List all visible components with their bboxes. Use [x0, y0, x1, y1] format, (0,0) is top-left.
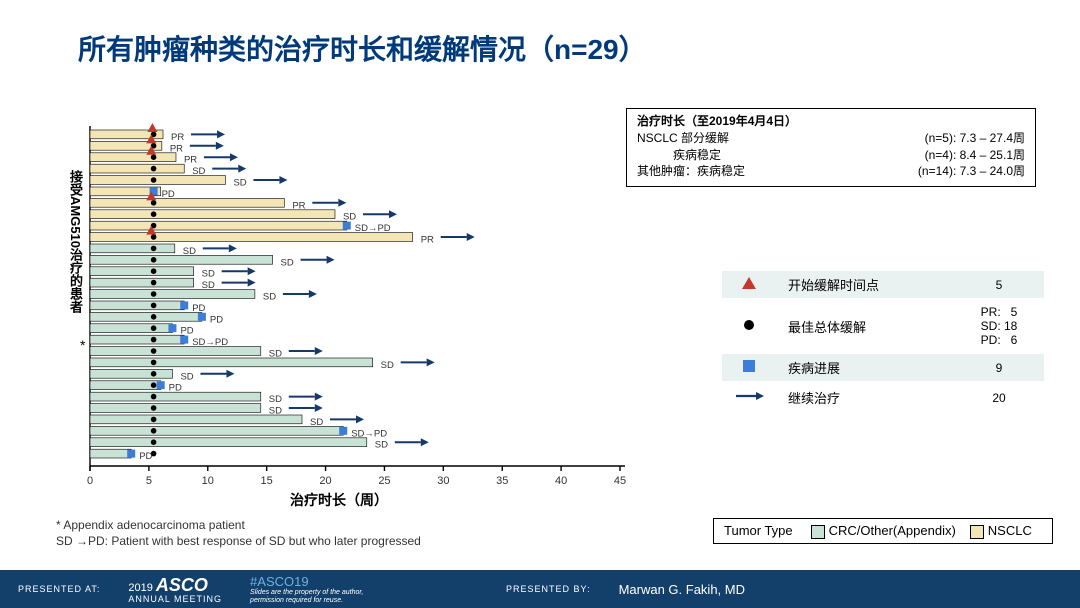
- svg-text:PR: PR: [171, 132, 184, 143]
- legend-icon: [722, 384, 776, 411]
- svg-text:PD: PD: [210, 314, 223, 325]
- tumor-legend-item: CRC/Other(Appendix): [807, 523, 956, 538]
- presented-by-label: PRESENTED BY:: [506, 584, 591, 594]
- footer-org: 2019 ASCO ANNUAL MEETING: [128, 575, 222, 604]
- svg-text:SD: SD: [263, 292, 276, 303]
- svg-text:SD: SD: [269, 394, 282, 405]
- svg-text:PR: PR: [184, 155, 197, 166]
- legend-icon: [722, 354, 776, 381]
- legend-label: 疾病进展: [776, 354, 954, 381]
- svg-text:SD: SD: [375, 440, 388, 451]
- presented-at-label: PRESENTED AT:: [18, 584, 100, 594]
- legend-row: 开始缓解时间点 5: [722, 271, 1044, 298]
- legend-row: 最佳总体缓解 PR: 5 SD: 18 PD: 6: [722, 301, 1044, 351]
- svg-text:SD: SD: [202, 269, 215, 280]
- svg-text:20: 20: [319, 475, 331, 487]
- svg-text:SD: SD: [281, 257, 294, 268]
- footnotes: * Appendix adenocarcinoma patientSD →PD:…: [56, 518, 421, 549]
- tumor-type-legend: Tumor Type CRC/Other(Appendix) NSCLC: [713, 518, 1053, 544]
- legend-label: 继续治疗: [776, 384, 954, 411]
- svg-text:45: 45: [614, 475, 626, 487]
- footnote-line: * Appendix adenocarcinoma patient: [56, 518, 421, 534]
- legend-label: 开始缓解时间点: [776, 271, 954, 298]
- footer-hash-block: #ASCO19 Slides are the property of the a…: [250, 574, 390, 604]
- footnote-line: SD →PD: Patient with best response of SD…: [56, 534, 421, 550]
- legend-row: 继续治疗 20: [722, 384, 1044, 411]
- slide: 所有肿瘤种类的治疗时长和缓解情况（n=29） 0 5 10 15 20 25 30 35 40 4…: [0, 0, 1080, 608]
- legend-icon: [722, 271, 776, 298]
- svg-text:10: 10: [202, 475, 214, 487]
- legend-value: 9: [954, 354, 1044, 381]
- info-row: 疾病稳定(n=4): 8.4 – 25.1周: [637, 147, 1025, 164]
- svg-text:30: 30: [437, 475, 449, 487]
- info-row: NSCLC 部分缓解(n=5): 7.3 – 27.4周: [637, 130, 1025, 147]
- svg-text:PD: PD: [139, 451, 152, 462]
- legend-value: 5: [954, 271, 1044, 298]
- legend-label: 最佳总体缓解: [776, 301, 954, 351]
- svg-text:PR: PR: [421, 235, 434, 246]
- symbol-legend-table: 开始缓解时间点 5 最佳总体缓解 PR: 5 SD: 18 PD: 6 疾病进展…: [722, 268, 1044, 414]
- info-box-title: 治疗时长（至2019年4月4日）: [637, 113, 1025, 130]
- legend-icon: [722, 301, 776, 351]
- row-asterisk: *: [80, 337, 85, 353]
- tumor-legend-item: NSCLC: [966, 523, 1032, 538]
- duration-info-box: 治疗时长（至2019年4月4日） NSCLC 部分缓解(n=5): 7.3 – …: [626, 108, 1036, 187]
- svg-text:40: 40: [555, 475, 567, 487]
- svg-text:15: 15: [261, 475, 273, 487]
- legend-value: PR: 5 SD: 18 PD: 6: [954, 301, 1044, 351]
- footer-bar: PRESENTED AT: 2019 ASCO ANNUAL MEETING #…: [0, 570, 1080, 608]
- svg-text:35: 35: [496, 475, 508, 487]
- slide-title: 所有肿瘤种类的治疗时长和缓解情况（n=29）: [78, 28, 647, 68]
- x-axis-label: 治疗时长（周）: [290, 490, 388, 510]
- presenter-name: Marwan G. Fakih, MD: [619, 582, 745, 597]
- y-axis-label: 接受AMG510治疗的患者: [66, 170, 85, 313]
- legend-row: 疾病进展 9: [722, 354, 1044, 381]
- svg-text:SD: SD: [233, 178, 246, 189]
- info-row: 其他肿瘤：疾病稳定(n=14): 7.3 – 24.0周: [637, 163, 1025, 180]
- svg-text:5: 5: [146, 475, 152, 487]
- tumor-legend-label: Tumor Type: [724, 523, 793, 538]
- svg-text:25: 25: [378, 475, 390, 487]
- legend-value: 20: [954, 384, 1044, 411]
- svg-text:SD: SD: [381, 360, 394, 371]
- svg-text:SD: SD: [180, 371, 193, 382]
- svg-text:0: 0: [87, 475, 93, 487]
